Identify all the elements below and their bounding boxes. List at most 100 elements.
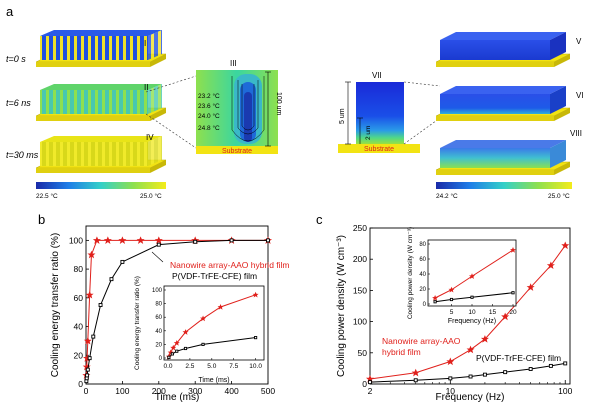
chart-b-inset-xtick-label: 10.0 bbox=[249, 363, 262, 370]
contour-label-2: 24.0 °C bbox=[198, 112, 220, 120]
chart-b-point-1 bbox=[85, 373, 90, 378]
chart-c-xtick-label: 100 bbox=[558, 386, 572, 396]
chart-b-point-1 bbox=[109, 277, 114, 282]
nanowire-array-I bbox=[35, 30, 167, 67]
chart-c-inset-xtick-label: 10 bbox=[468, 309, 476, 316]
substrate-label-VII: Substrate bbox=[364, 146, 394, 153]
colorbar-right bbox=[436, 182, 572, 189]
chart-c-legend-red-line1: Nanowire array-AAO bbox=[382, 336, 461, 346]
film-block-VIII bbox=[435, 140, 571, 175]
chart-c-xtick-label: 2 bbox=[368, 386, 373, 396]
chart-c-line-1 bbox=[369, 362, 566, 383]
chart-c-legend-red-line2: hybrid film bbox=[382, 347, 421, 357]
chart-c-ytick-label: 0 bbox=[362, 379, 367, 389]
chart-c-point-1 bbox=[368, 380, 372, 385]
chart-b-point-1 bbox=[156, 242, 161, 247]
chart-c-point-1 bbox=[468, 374, 473, 379]
chart-c-inset-line-black bbox=[435, 292, 514, 303]
chart-c-inset-xtick-label: 5 bbox=[450, 309, 454, 316]
chart-c-inset-ytick-label: 0 bbox=[423, 302, 427, 308]
chart-b-point-1 bbox=[266, 238, 270, 243]
chart-c-point-1 bbox=[563, 361, 568, 366]
chart-b-inset-frame bbox=[163, 285, 265, 361]
label-VII: VII bbox=[372, 71, 382, 80]
chart-c-ytick-label: 150 bbox=[353, 285, 367, 295]
chart-b-inset-point-black bbox=[170, 352, 174, 356]
chart-b-point-1 bbox=[98, 303, 103, 307]
chart-c-point-1 bbox=[413, 378, 418, 383]
chart-b-inset-ytick-label: 40 bbox=[155, 329, 162, 335]
nanowire-array-IV bbox=[35, 136, 167, 173]
chart-b-inset-ytick-label: 80 bbox=[155, 302, 162, 308]
time-label-2: t=30 ms bbox=[6, 150, 39, 160]
chart-c-inset-line-red bbox=[434, 249, 514, 299]
chart-b-point-1 bbox=[85, 367, 90, 372]
chart-b-ytick-label: 40 bbox=[74, 322, 84, 332]
chart-c-inset-xtick-label: 20 bbox=[509, 309, 517, 316]
panel-label-b: b bbox=[38, 212, 45, 227]
chart-c-inset-point-black bbox=[470, 295, 474, 299]
chart-b-xtick-label: 0 bbox=[84, 386, 89, 396]
contour-label-1: 23.6 °C bbox=[198, 102, 220, 110]
chart-b-xtick-label: 500 bbox=[261, 386, 275, 396]
film-block-V bbox=[435, 32, 571, 67]
chart-c-point-1 bbox=[482, 372, 487, 377]
zoom-III bbox=[196, 70, 278, 154]
chart-b-inset-xlabel: Time (ms) bbox=[198, 377, 229, 384]
chart-b-inset-point-black bbox=[183, 346, 188, 351]
chart-c-xlabel: Frequency (Hz) bbox=[436, 392, 505, 403]
chart-b-xtick-label: 100 bbox=[115, 386, 129, 396]
chart-c-inset-frame bbox=[427, 239, 517, 307]
chart-b-xlabel: Time (ms) bbox=[155, 392, 200, 403]
chart-b-ytick-label: 100 bbox=[69, 235, 83, 245]
chart-b-inset-point-black bbox=[175, 349, 179, 353]
chart-b-legend-pointer-red bbox=[151, 251, 164, 263]
panel-label-c: c bbox=[316, 212, 323, 227]
chart-b-inset-ytick-label: 0 bbox=[159, 356, 163, 362]
chart-b-point-1 bbox=[87, 356, 92, 361]
label-V: V bbox=[576, 37, 582, 46]
chart-b-inset-point-black bbox=[254, 336, 258, 340]
chart-c-point-1 bbox=[503, 370, 508, 375]
chart-b-inset-xtick-label: 2.5 bbox=[185, 363, 194, 370]
chart-b-ytick-label: 60 bbox=[74, 293, 84, 303]
chart-c-point-1 bbox=[448, 376, 453, 381]
chart-c-ylabel: Cooling power density (W cm⁻³) bbox=[336, 235, 347, 377]
chart-c-ytick-label: 200 bbox=[353, 254, 367, 264]
chart-b-point-1 bbox=[229, 238, 234, 243]
chart-c-inset-xlabel: Frequency (Hz) bbox=[448, 318, 496, 325]
chart-c-inset-point-black bbox=[511, 291, 515, 295]
chart-c-legend-black: P(VDF-TrFE-CFE) film bbox=[476, 353, 561, 363]
chart-c-inset-point-black bbox=[433, 300, 437, 304]
chart-c-inset-ytick-label: 60 bbox=[419, 257, 426, 263]
chart-b-point-1 bbox=[193, 239, 198, 244]
chart-b-inset-point-black bbox=[201, 342, 205, 346]
chart-c-point-0 bbox=[466, 345, 475, 354]
chart-b-frame bbox=[85, 225, 269, 385]
film-block-VI bbox=[435, 86, 571, 121]
nanowire-array-II bbox=[35, 84, 167, 121]
chart-c-ytick-label: 100 bbox=[353, 317, 367, 327]
chart-c-ytick-label: 50 bbox=[358, 348, 368, 358]
chart-b-inset-xtick-label: 0.0 bbox=[163, 363, 172, 370]
chart-b-point-1 bbox=[120, 259, 125, 264]
chart-b-inset-ylabel: Cooling energy transfer ratio (%) bbox=[134, 276, 141, 370]
chart-b-legend-black: P(VDF-TrFE-CFE) film bbox=[172, 271, 257, 281]
chart-c-xtick-label: 10 bbox=[446, 386, 456, 396]
label-II: II bbox=[144, 83, 148, 92]
chart-b-xtick-label: 400 bbox=[225, 386, 239, 396]
thickness-2um: 2 um bbox=[365, 126, 372, 140]
chart-b-inset-ytick-label: 100 bbox=[152, 288, 163, 294]
chart-b-inset-ytick-label: 20 bbox=[155, 342, 162, 348]
chart-c-point-0 bbox=[411, 368, 420, 377]
colorbar-left-min: 22.5 °C bbox=[36, 192, 58, 200]
height-label: 100 um bbox=[275, 92, 282, 116]
chart-b-xtick-label: 300 bbox=[188, 386, 202, 396]
panel-label-a: a bbox=[6, 4, 14, 19]
time-label-1: t=6 ns bbox=[6, 98, 31, 108]
chart-c-inset-ytick-label: 40 bbox=[419, 272, 426, 278]
label-III: III bbox=[230, 59, 237, 68]
